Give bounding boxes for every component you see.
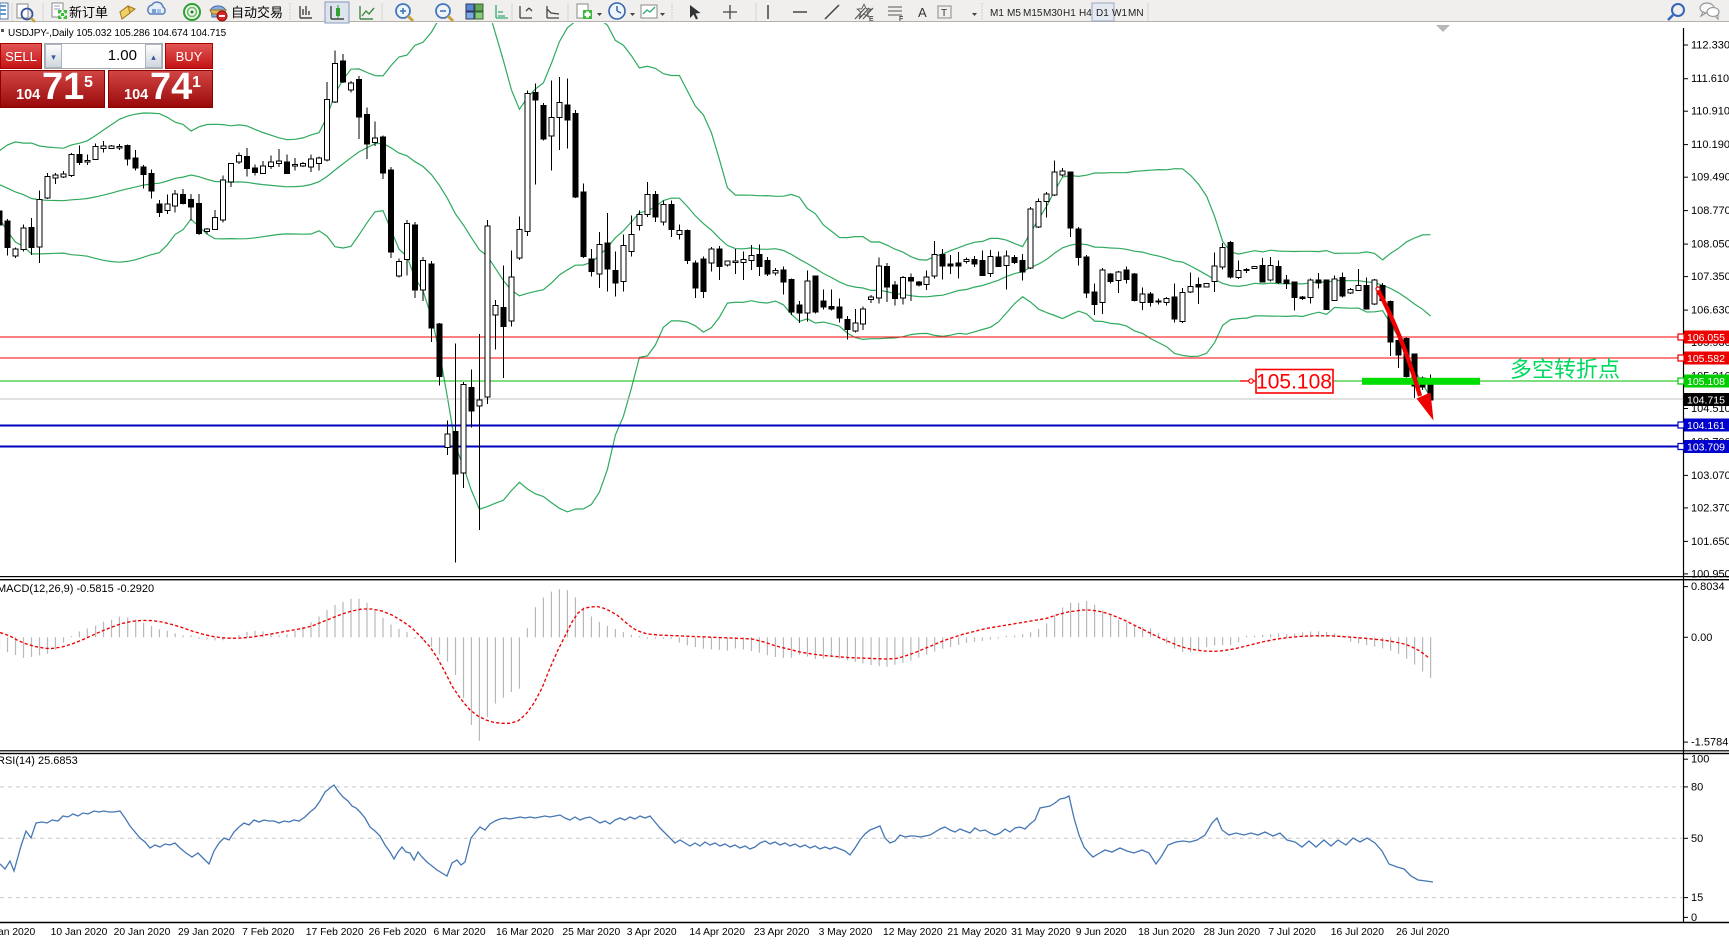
svg-text:自动交易: 自动交易	[231, 5, 283, 20]
svg-text:105.108: 105.108	[1256, 371, 1332, 394]
svg-text:M15: M15	[1023, 8, 1043, 19]
svg-text:16 Jul 2020: 16 Jul 2020	[1331, 927, 1385, 938]
svg-text:10 Jan 2020: 10 Jan 2020	[51, 927, 108, 938]
svg-text:12 May 2020: 12 May 2020	[883, 927, 943, 938]
svg-text:7 Jul 2020: 7 Jul 2020	[1268, 927, 1316, 938]
svg-text:101.650: 101.650	[1691, 536, 1729, 548]
svg-text:20 Jan 2020: 20 Jan 2020	[114, 927, 171, 938]
svg-text:28 Jun 2020: 28 Jun 2020	[1203, 927, 1260, 938]
svg-text:25 Mar 2020: 25 Mar 2020	[562, 927, 620, 938]
svg-text:105.108: 105.108	[1687, 376, 1725, 388]
svg-text:M5: M5	[1007, 8, 1021, 19]
svg-text:新订单: 新订单	[69, 5, 108, 20]
svg-text:RSI(14) 25.6853: RSI(14) 25.6853	[0, 755, 78, 767]
svg-text:100: 100	[1691, 754, 1709, 766]
svg-text:0.8034: 0.8034	[1691, 581, 1725, 593]
svg-text:M30: M30	[1043, 8, 1063, 19]
svg-text:109.490: 109.490	[1691, 172, 1729, 184]
svg-text:USDJPY-,Daily 105.032 105.286: USDJPY-,Daily 105.032 105.286 104.674 10…	[8, 28, 227, 39]
svg-text:111.610: 111.610	[1691, 73, 1729, 85]
svg-text:F: F	[899, 16, 903, 23]
svg-text:80: 80	[1691, 781, 1703, 793]
svg-text:107.350: 107.350	[1691, 271, 1729, 283]
svg-text:106.055: 106.055	[1687, 332, 1725, 344]
svg-text:15: 15	[1691, 892, 1703, 904]
svg-text:9 Jun 2020: 9 Jun 2020	[1076, 927, 1127, 938]
svg-text:105.582: 105.582	[1687, 353, 1725, 365]
svg-text:MN: MN	[1128, 8, 1144, 19]
svg-text:21 May 2020: 21 May 2020	[947, 927, 1007, 938]
svg-text:an 2020: an 2020	[0, 927, 35, 938]
svg-text:7 Feb 2020: 7 Feb 2020	[242, 927, 294, 938]
svg-text:M1: M1	[990, 8, 1004, 19]
svg-text:H1: H1	[1063, 8, 1076, 19]
svg-text:A: A	[918, 5, 927, 20]
svg-text:103.709: 103.709	[1687, 441, 1725, 453]
svg-text:T: T	[941, 8, 947, 19]
svg-text:110.910: 110.910	[1691, 106, 1729, 118]
svg-text:0: 0	[1691, 912, 1697, 924]
svg-text:112.330: 112.330	[1691, 40, 1729, 52]
svg-text:14 Apr 2020: 14 Apr 2020	[689, 927, 745, 938]
svg-text:103.070: 103.070	[1691, 470, 1729, 482]
svg-text:29 Jan 2020: 29 Jan 2020	[178, 927, 235, 938]
svg-text:0.00: 0.00	[1691, 632, 1712, 644]
svg-text:108.770: 108.770	[1691, 205, 1729, 217]
svg-text:31 May 2020: 31 May 2020	[1011, 927, 1071, 938]
svg-text:26 Feb 2020: 26 Feb 2020	[369, 927, 427, 938]
svg-text:3 May 2020: 3 May 2020	[819, 927, 873, 938]
svg-text:MACD(12,26,9) -0.5815 -0.2920: MACD(12,26,9) -0.5815 -0.2920	[0, 583, 154, 595]
svg-text:104.161: 104.161	[1687, 420, 1725, 432]
svg-text:106.630: 106.630	[1691, 305, 1729, 317]
svg-text:102.370: 102.370	[1691, 502, 1729, 514]
svg-text:多空转折点: 多空转折点	[1510, 357, 1620, 382]
svg-text:104.715: 104.715	[1687, 394, 1725, 406]
svg-text:W1: W1	[1112, 8, 1127, 19]
svg-text:-1.5784: -1.5784	[1691, 737, 1728, 749]
svg-text:16 Mar 2020: 16 Mar 2020	[496, 927, 554, 938]
svg-text:26 Jul 2020: 26 Jul 2020	[1396, 927, 1450, 938]
svg-text:110.190: 110.190	[1691, 139, 1729, 151]
svg-text:50: 50	[1691, 833, 1703, 845]
svg-text:23 Apr 2020: 23 Apr 2020	[754, 927, 810, 938]
svg-text:3 Apr 2020: 3 Apr 2020	[627, 927, 677, 938]
svg-text:6 Mar 2020: 6 Mar 2020	[433, 927, 485, 938]
svg-text:17 Feb 2020: 17 Feb 2020	[306, 927, 364, 938]
svg-text:D1: D1	[1096, 8, 1109, 19]
svg-text:108.050: 108.050	[1691, 239, 1729, 251]
svg-text:H4: H4	[1079, 8, 1092, 19]
svg-text:18 Jun 2020: 18 Jun 2020	[1138, 927, 1195, 938]
svg-text:E: E	[869, 16, 874, 23]
svg-text:100.950: 100.950	[1691, 568, 1729, 580]
